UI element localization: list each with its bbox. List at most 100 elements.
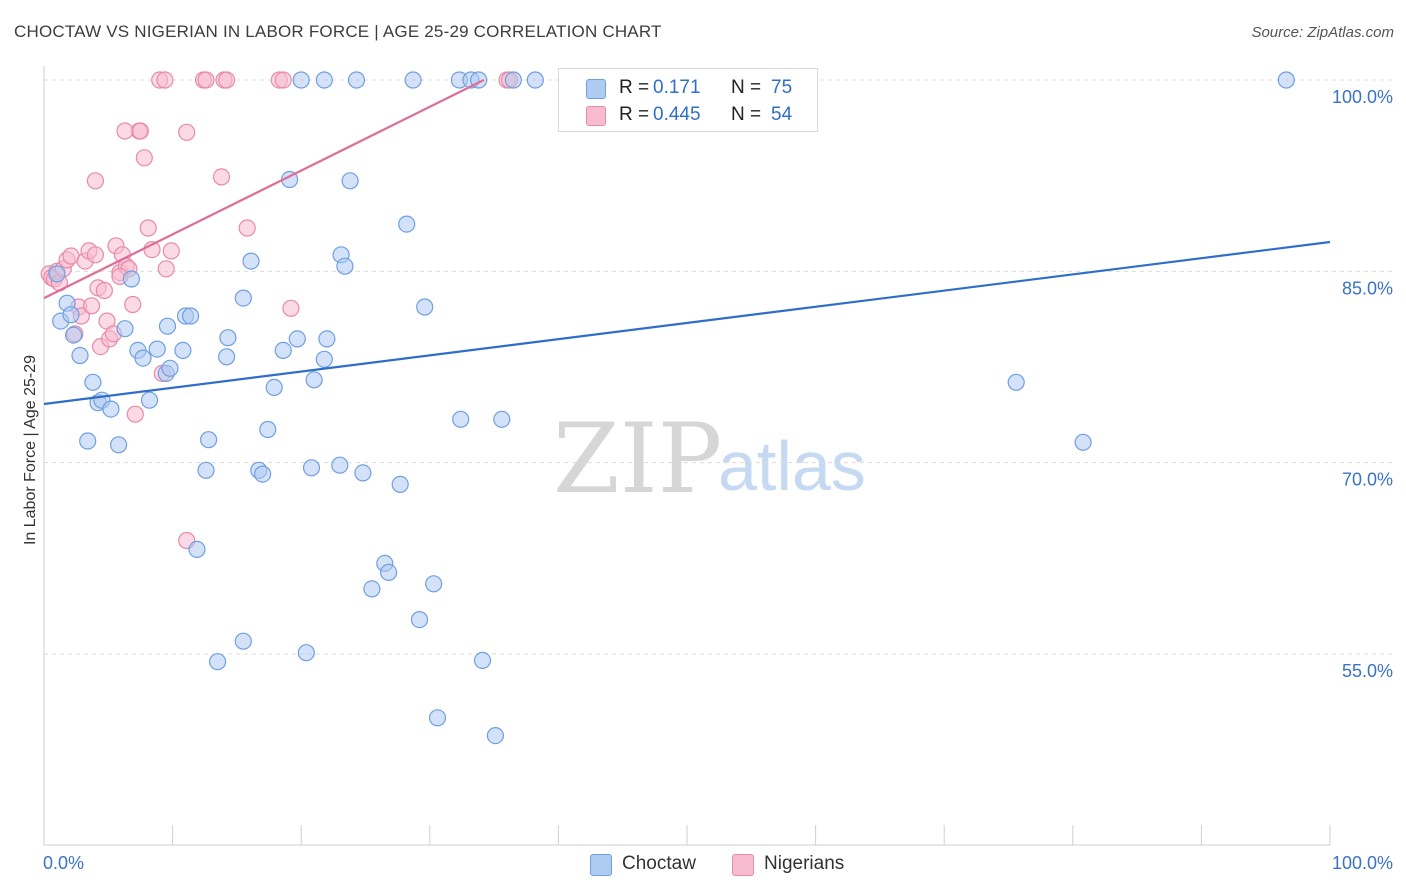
choctaw-point [526,71,544,89]
nigerians-point [197,71,215,89]
nigerians-point [157,260,175,278]
stats-row-nigerians: R = 0.445 N = 54 [559,100,817,128]
r-label: R = [619,104,650,125]
nigerians-point [126,405,144,423]
nigerians-point [162,242,180,260]
choctaw-point [380,563,398,582]
choctaw-point [297,644,315,662]
choctaw-point [302,459,321,477]
r-value: 0.445 [653,104,701,125]
nigerians-point [131,122,149,140]
choctaw-point [1074,433,1092,451]
nigerians-point [86,246,105,264]
choctaw-point [122,270,140,288]
nigerians-point [282,299,300,317]
choctaw-point [200,431,218,449]
stats-legend-box: R = 0.171 N = 75 R = 0.445 N = 54 [558,68,818,132]
r-value: 0.171 [653,77,701,98]
choctaw-swatch [586,79,606,99]
n-value: 75 [771,77,793,98]
choctaw-point [486,726,504,745]
choctaw-point [134,349,152,367]
nigerians-point [82,297,101,315]
choctaw-point [218,348,236,366]
nigerians-point [156,71,174,89]
nigerians-legend-swatch [732,854,754,876]
choctaw-legend-swatch [590,854,612,876]
chart-title: CHOCTAW VS NIGERIAN IN LABOR FORCE | AGE… [14,22,662,41]
choctaw-point [315,71,333,89]
x-tick-label: 0.0% [43,853,84,873]
choctaw-point [234,632,252,650]
choctaw-point [404,71,422,89]
choctaw-point [188,540,206,559]
choctaw-point [182,307,200,325]
choctaw-point [102,400,120,418]
stats-row-choctaw: R = 0.171 N = 75 [559,73,817,101]
legend-label-nigerians: Nigerians [764,853,845,874]
choctaw-point [1277,71,1295,89]
choctaw-point [363,580,381,598]
y-tick-label: 55.0% [1342,661,1393,681]
legend-label-choctaw: Choctaw [622,853,696,874]
n-value: 54 [771,104,793,125]
choctaw-point [64,326,83,344]
choctaw-point [71,346,89,365]
y-tick-label: 100.0% [1332,87,1393,107]
nigerians-point [238,219,256,237]
choctaw-point [318,330,336,348]
nigerians-point [178,123,196,141]
source-credit: Source: ZipAtlas.com [1251,24,1394,41]
choctaw-point [242,252,260,270]
choctaw-trend-line [43,240,1331,406]
choctaw-point [410,610,429,629]
choctaw-point [493,410,511,428]
choctaw-point [452,410,470,428]
choctaw-point [336,257,354,275]
nigerians-point [95,281,114,300]
choctaw-point [140,391,159,409]
choctaw-point [109,436,128,454]
choctaw-point [158,317,177,335]
choctaw-point [148,340,166,358]
n-label: N = [731,104,762,125]
nigerians-point [124,295,142,314]
choctaw-point [504,71,523,89]
choctaw-point [425,575,443,593]
y-tick-label: 85.0% [1342,278,1393,298]
choctaw-point [265,378,283,396]
choctaw-point [48,265,66,283]
choctaw-point [84,373,102,391]
choctaw-point [305,371,323,389]
choctaw-point [274,341,292,359]
y-axis-label-wrap: In Labor Force | Age 25-29 [16,300,46,600]
choctaw-point [331,456,349,474]
choctaw-point [174,341,192,359]
choctaw-point [398,215,416,233]
nigerians-point [139,219,157,237]
choctaw-point [116,320,134,338]
nigerians-point [135,149,153,167]
nigerians-point [86,172,105,190]
choctaw-point [288,330,306,348]
choctaw-point [259,420,277,439]
choctaw-point [391,475,409,493]
choctaw-point [416,298,434,316]
nigerians-point [62,247,80,265]
n-label: N = [731,77,762,98]
choctaw-point [354,464,372,482]
choctaw-point [234,289,252,307]
choctaw-point [428,709,447,727]
choctaw-point [347,71,366,89]
choctaw-point [254,465,272,483]
choctaw-point [341,172,359,190]
x-tick-label: 100.0% [1332,853,1393,873]
choctaw-point [209,653,227,671]
choctaw-point [197,461,215,479]
choctaw-point [315,350,333,368]
nigerians-point [274,71,292,89]
y-tick-label: 70.0% [1342,470,1393,490]
choctaw-point [219,329,237,347]
choctaw-point [1007,373,1025,391]
